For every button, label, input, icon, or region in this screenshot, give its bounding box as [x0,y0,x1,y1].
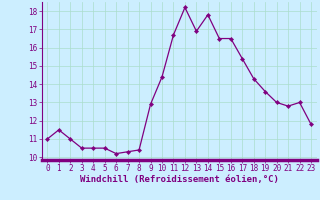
X-axis label: Windchill (Refroidissement éolien,°C): Windchill (Refroidissement éolien,°C) [80,175,279,184]
